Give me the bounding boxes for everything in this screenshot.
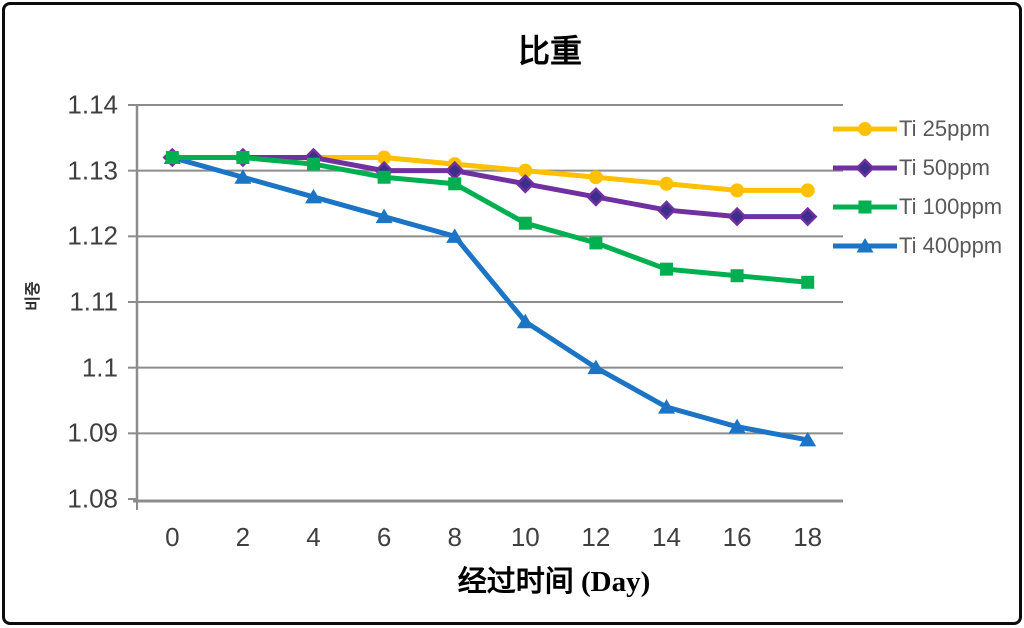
y-tick-label: 1.1 [81, 352, 118, 383]
marker-ti-400ppm [587, 359, 605, 375]
legend-label: Ti 400ppm [899, 232, 1003, 258]
legend-item-ti-25ppm: Ti 25ppm [833, 109, 1002, 148]
x-axis-title-main: 经过时间 [457, 566, 574, 598]
marker-ti-25ppm [659, 176, 674, 191]
y-tick-label: 1.11 [69, 286, 118, 317]
x-tick-label: 18 [793, 522, 823, 552]
marker-ti-100ppm [236, 151, 250, 165]
marker-ti-100ppm [801, 275, 815, 289]
legend-sample-ti-25ppm [833, 121, 897, 136]
marker-ti-25ppm [588, 170, 603, 185]
legend-label: Ti 100ppm [899, 193, 1003, 219]
marker-ti-400ppm [234, 169, 252, 184]
x-tick-label: 12 [581, 522, 611, 552]
marker-ti-50ppm [727, 206, 747, 227]
legend-item-ti-100ppm: Ti 100ppm [833, 187, 1002, 226]
marker-ti-100ppm [307, 157, 320, 171]
marker-ti-400ppm [305, 188, 322, 204]
marker-ti-50ppm [515, 174, 536, 194]
y-tick-label: 1.12 [67, 220, 118, 251]
legend-marker-diamond-icon [855, 157, 875, 178]
marker-ti-100ppm [165, 151, 179, 165]
series-line-ti-400ppm [169, 155, 811, 443]
legend-sample-ti-400ppm [833, 237, 897, 252]
x-tick-label: 10 [510, 522, 540, 552]
legend-item-ti-400ppm: Ti 400ppm [833, 226, 1002, 265]
x-tick-label: 6 [376, 522, 392, 552]
y-tick-label: 1.13 [67, 155, 118, 186]
marker-ti-400ppm [728, 418, 746, 434]
legend-marker-triangle-icon [856, 237, 874, 252]
legend-label: Ti 25ppm [899, 115, 990, 141]
marker-ti-50ppm [797, 206, 818, 227]
marker-ti-25ppm [730, 183, 745, 198]
x-tick-label: 2 [235, 522, 251, 552]
marker-ti-400ppm [516, 313, 534, 329]
marker-ti-400ppm [446, 228, 464, 243]
y-tick-label: 1.09 [67, 417, 118, 448]
x-tick-label: 4 [306, 522, 321, 552]
marker-ti-400ppm [658, 399, 675, 414]
marker-ti-400ppm [799, 431, 817, 447]
legend-label: Ti 50ppm [899, 154, 990, 180]
marker-ti-25ppm [377, 150, 392, 165]
legend-sample-ti-100ppm [833, 200, 897, 213]
y-tick-label: 1.14 [67, 89, 118, 120]
x-tick-label: 16 [722, 522, 752, 552]
x-tick-label: 0 [165, 522, 180, 552]
x-tick-label: 14 [652, 522, 681, 552]
legend-marker-square-icon [858, 200, 872, 213]
marker-ti-25ppm [800, 183, 815, 198]
marker-ti-100ppm [589, 236, 603, 250]
marker-ti-50ppm [586, 187, 606, 207]
legend-marker-circle-icon [858, 121, 872, 136]
marker-ti-100ppm [377, 170, 391, 184]
marker-ti-50ppm [656, 200, 677, 220]
x-axis-title-unit: (Day) [581, 566, 651, 598]
series-line-ti-50ppm [169, 155, 811, 220]
marker-ti-400ppm [375, 208, 393, 224]
series-line-ti-100ppm [169, 155, 811, 285]
legend-item-ti-50ppm: Ti 50ppm [833, 148, 1002, 187]
marker-ti-25ppm [518, 163, 533, 178]
y-tick-label: 1.08 [67, 483, 118, 514]
legend-sample-ti-50ppm [833, 157, 897, 178]
x-tick-label: 8 [447, 522, 462, 552]
legend: Ti 25ppm Ti 50ppm Ti 100ppm Ti 400ppm [833, 109, 1002, 265]
marker-ti-100ppm [730, 269, 744, 283]
marker-ti-100ppm [448, 177, 462, 191]
marker-ti-100ppm [660, 262, 673, 276]
marker-ti-100ppm [518, 216, 532, 230]
chart-title: 比重 [517, 33, 583, 69]
x-axis-title: 经过时间 (Day) [458, 558, 651, 600]
